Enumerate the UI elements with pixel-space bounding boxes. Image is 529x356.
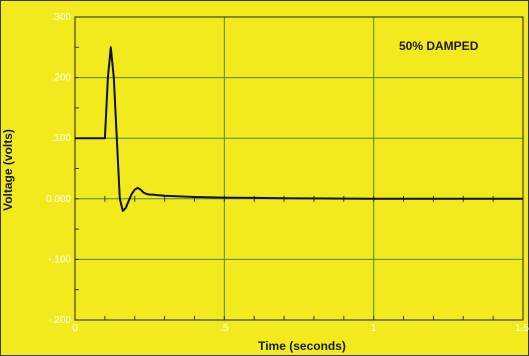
x-axis-ticks: 0 .5 1 1.5 [72,323,529,334]
series [75,46,523,212]
y-axis-title: Voltage (volts) [1,129,15,211]
x-tick-label: 0 [72,323,78,334]
y-tick-label: 0.000 [46,194,71,205]
y-tick-label: .300 [52,12,72,23]
plot-area [74,16,524,321]
y-tick-label: .200 [52,73,72,84]
y-axis-ticks: .300 .200 .100 0.000 -.100 -.200 [46,12,71,326]
x-tick-label: 1.5 [515,323,529,334]
x-tick-label: .5 [220,323,229,334]
x-axis-title: Time (seconds) [258,339,346,353]
y-tick-label: -.200 [48,315,71,326]
grid [74,16,524,321]
chart-annotation: 50% DAMPED [399,39,479,53]
y-tick-label: .100 [52,133,72,144]
x-tick-label: 1 [371,323,377,334]
series-line [75,46,523,212]
y-tick-label: -.100 [48,254,71,265]
